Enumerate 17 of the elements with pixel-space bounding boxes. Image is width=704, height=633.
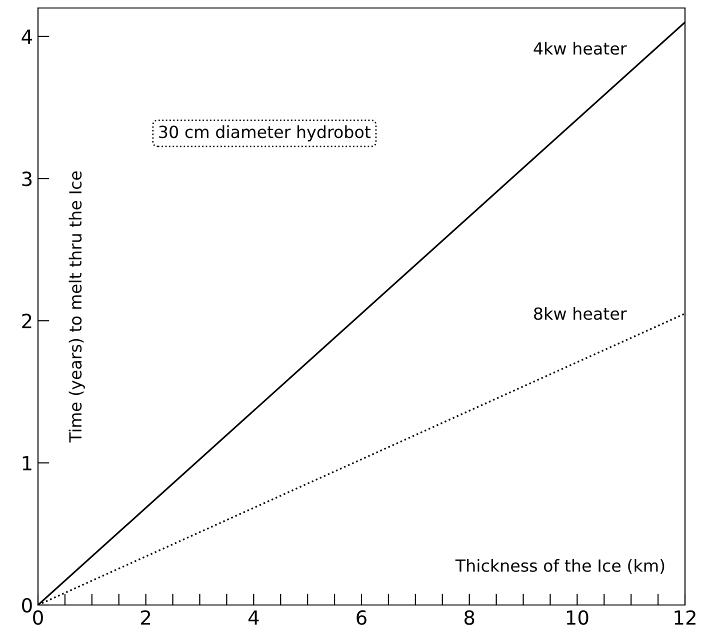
series-label: 8kw heater	[534, 307, 627, 320]
annotation: 30 cm diameter hydrobot	[159, 125, 371, 142]
x-tick-label: 12	[674, 610, 696, 625]
y-tick-label: 0	[22, 598, 32, 613]
y-tick-label: 4	[22, 30, 32, 44]
x-tick-label: 8	[464, 610, 474, 625]
y-tick-label: 3	[22, 172, 32, 186]
x-tick-label: 0	[33, 610, 43, 625]
x-axis-title: Thickness of the Ice (km)	[455, 559, 664, 574]
x-tick-label: 4	[248, 610, 259, 625]
y-tick-label: 2	[22, 314, 32, 328]
series-label: 4kw heater	[534, 42, 627, 55]
x-tick-label: 2	[141, 610, 150, 625]
x-tick-label: 6	[356, 610, 366, 625]
x-tick-label: 10	[566, 610, 588, 625]
y-axis-title: Time (years) to melt thru the Ice	[68, 171, 85, 443]
y-tick-label: 1	[22, 456, 32, 470]
